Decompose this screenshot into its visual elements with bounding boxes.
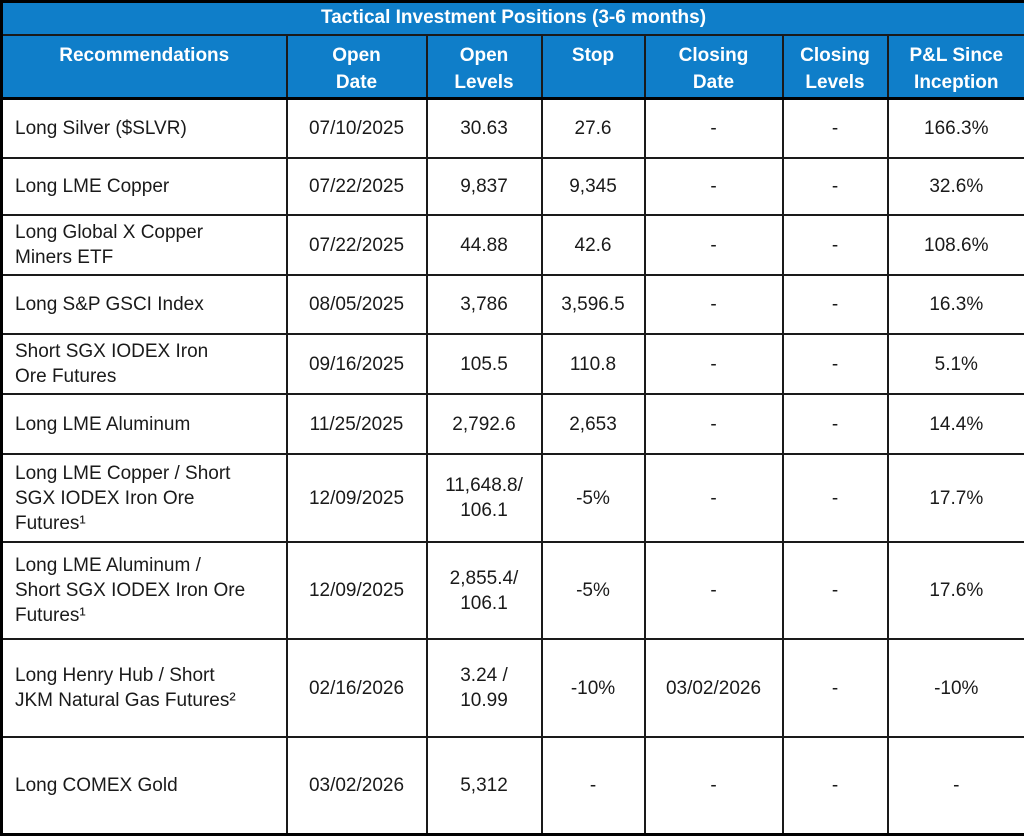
header-row: Recommendations Open Date Open Levels St… (0, 33, 1024, 100)
cell-closing-levels: - (781, 157, 889, 217)
cell-open-date: 12/09/2025 (285, 541, 428, 641)
cell-closing-date: - (643, 214, 784, 277)
cell-pnl: 17.6% (886, 541, 1024, 641)
col-header-open-date: Open Date (285, 33, 428, 100)
cell-open-levels: 11,648.8/ 106.1 (425, 453, 543, 544)
cell-pnl: 166.3% (886, 97, 1024, 160)
cell-open-levels: 105.5 (425, 333, 543, 396)
cell-closing-date: - (643, 736, 784, 836)
cell-closing-date: - (643, 393, 784, 456)
cell-open-levels: 30.63 (425, 97, 543, 160)
cell-stop: -10% (540, 638, 646, 739)
cell-open-levels: 3,786 (425, 274, 543, 336)
cell-open-date: 07/22/2025 (285, 157, 428, 217)
cell-closing-date: - (643, 453, 784, 544)
cell-closing-levels: - (781, 453, 889, 544)
cell-recommendations: Long LME Aluminum / Short SGX IODEX Iron… (0, 541, 288, 641)
cell-open-date: 09/16/2025 (285, 333, 428, 396)
cell-open-levels: 2,855.4/ 106.1 (425, 541, 543, 641)
cell-open-levels: 9,837 (425, 157, 543, 217)
cell-recommendations: Long LME Copper (0, 157, 288, 217)
cell-stop: -5% (540, 541, 646, 641)
cell-closing-levels: - (781, 736, 889, 836)
cell-open-date: 12/09/2025 (285, 453, 428, 544)
cell-closing-date: - (643, 97, 784, 160)
cell-closing-levels: - (781, 333, 889, 396)
cell-stop: 9,345 (540, 157, 646, 217)
cell-pnl: -10% (886, 638, 1024, 739)
cell-pnl: - (886, 736, 1024, 836)
cell-open-levels: 2,792.6 (425, 393, 543, 456)
cell-stop: -5% (540, 453, 646, 544)
col-header-stop: Stop (540, 33, 646, 100)
title-row: Tactical Investment Positions (3-6 month… (0, 0, 1024, 36)
cell-pnl: 32.6% (886, 157, 1024, 217)
cell-stop: 27.6 (540, 97, 646, 160)
cell-stop: - (540, 736, 646, 836)
cell-recommendations: Long LME Copper / Short SGX IODEX Iron O… (0, 453, 288, 544)
table-row: Long Henry Hub / Short JKM Natural Gas F… (0, 638, 1024, 739)
cell-closing-levels: - (781, 214, 889, 277)
cell-open-date: 08/05/2025 (285, 274, 428, 336)
table-row: Long LME Copper / Short SGX IODEX Iron O… (0, 453, 1024, 544)
cell-open-date: 07/22/2025 (285, 214, 428, 277)
cell-open-date: 11/25/2025 (285, 393, 428, 456)
cell-closing-date: - (643, 541, 784, 641)
cell-closing-levels: - (781, 638, 889, 739)
col-header-closing-levels: Closing Levels (781, 33, 889, 100)
cell-open-date: 02/16/2026 (285, 638, 428, 739)
col-header-pnl: P&L Since Inception (886, 33, 1024, 100)
cell-recommendations: Long Silver ($SLVR) (0, 97, 288, 160)
cell-stop: 2,653 (540, 393, 646, 456)
cell-closing-levels: - (781, 274, 889, 336)
col-header-closing-date: Closing Date (643, 33, 784, 100)
cell-closing-levels: - (781, 97, 889, 160)
cell-open-levels: 44.88 (425, 214, 543, 277)
cell-pnl: 17.7% (886, 453, 1024, 544)
cell-stop: 110.8 (540, 333, 646, 396)
cell-recommendations: Short SGX IODEX Iron Ore Futures (0, 333, 288, 396)
cell-recommendations: Long Global X Copper Miners ETF (0, 214, 288, 277)
cell-open-date: 03/02/2026 (285, 736, 428, 836)
table-row: Long LME Aluminum 11/25/2025 2,792.6 2,6… (0, 393, 1024, 456)
col-header-open-levels: Open Levels (425, 33, 543, 100)
cell-open-levels: 3.24 / 10.99 (425, 638, 543, 739)
cell-pnl: 16.3% (886, 274, 1024, 336)
cell-open-date: 07/10/2025 (285, 97, 428, 160)
cell-stop: 3,596.5 (540, 274, 646, 336)
cell-closing-date: - (643, 274, 784, 336)
table-row: Long LME Copper 07/22/2025 9,837 9,345 -… (0, 157, 1024, 217)
cell-pnl: 5.1% (886, 333, 1024, 396)
cell-closing-levels: - (781, 541, 889, 641)
cell-closing-date: - (643, 333, 784, 396)
cell-closing-date: 03/02/2026 (643, 638, 784, 739)
cell-pnl: 108.6% (886, 214, 1024, 277)
cell-recommendations: Long S&P GSCI Index (0, 274, 288, 336)
table-row: Long COMEX Gold 03/02/2026 5,312 - - - - (0, 736, 1024, 836)
table-row: Long S&P GSCI Index 08/05/2025 3,786 3,5… (0, 274, 1024, 336)
cell-closing-levels: - (781, 393, 889, 456)
cell-open-levels: 5,312 (425, 736, 543, 836)
table-row: Long Silver ($SLVR) 07/10/2025 30.63 27.… (0, 97, 1024, 160)
table-row: Short SGX IODEX Iron Ore Futures 09/16/2… (0, 333, 1024, 396)
cell-pnl: 14.4% (886, 393, 1024, 456)
table-title: Tactical Investment Positions (3-6 month… (0, 0, 1024, 36)
cell-closing-date: - (643, 157, 784, 217)
col-header-recommendations: Recommendations (0, 33, 288, 100)
cell-recommendations: Long COMEX Gold (0, 736, 288, 836)
cell-stop: 42.6 (540, 214, 646, 277)
table-row: Long Global X Copper Miners ETF 07/22/20… (0, 214, 1024, 277)
cell-recommendations: Long Henry Hub / Short JKM Natural Gas F… (0, 638, 288, 739)
cell-recommendations: Long LME Aluminum (0, 393, 288, 456)
table-row: Long LME Aluminum / Short SGX IODEX Iron… (0, 541, 1024, 641)
